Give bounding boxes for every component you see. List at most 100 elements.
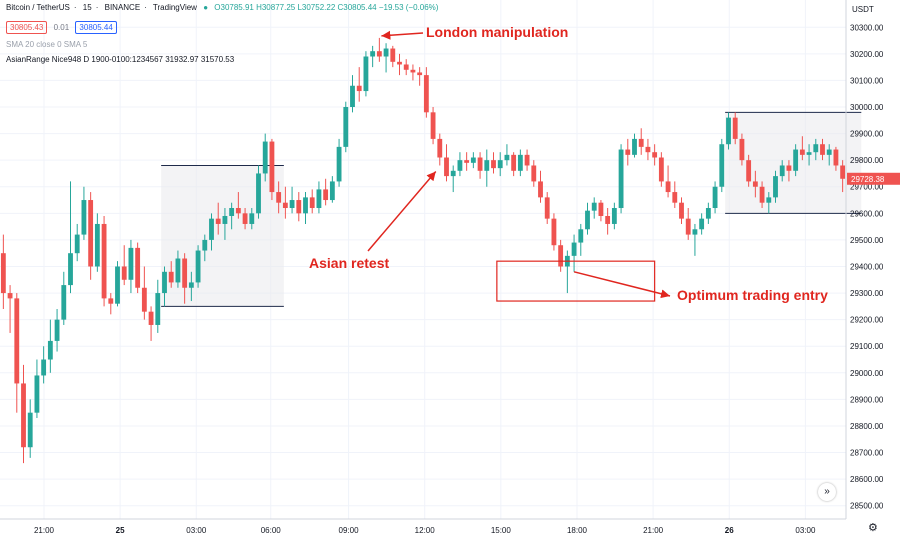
candle-body xyxy=(833,149,839,166)
candle-body xyxy=(336,146,342,182)
price-tick-label: 28500.00 xyxy=(850,502,884,511)
candle-body xyxy=(350,85,355,108)
candle-body xyxy=(712,186,718,209)
time-tick-label: 09:00 xyxy=(339,526,360,535)
candle-body xyxy=(390,48,396,62)
candle-body xyxy=(397,61,402,65)
candle-body xyxy=(262,141,268,174)
price-tick-label: 30000.00 xyxy=(850,103,884,112)
candle-body xyxy=(437,138,443,158)
candle-body xyxy=(195,250,201,283)
source: TradingView xyxy=(152,3,197,12)
candle-body xyxy=(229,208,235,216)
candle-body xyxy=(840,165,846,179)
price-tick-label: 29500.00 xyxy=(850,236,884,245)
symbol-name[interactable]: Bitcoin / TetherUS xyxy=(6,3,70,12)
candle-body xyxy=(202,239,208,251)
candle-body xyxy=(497,160,503,169)
candle-body xyxy=(484,160,490,171)
candle-body xyxy=(296,200,302,214)
candle-body xyxy=(410,69,416,73)
sell-price-button[interactable]: 30805.43 xyxy=(6,21,48,34)
price-tick-label: 30100.00 xyxy=(850,76,884,85)
candle-body xyxy=(632,138,637,155)
price-tick-label: 28700.00 xyxy=(850,449,884,458)
range-boxes xyxy=(161,111,862,307)
candle-body xyxy=(376,51,382,57)
candle-body xyxy=(68,253,73,286)
candle-body xyxy=(115,266,120,304)
candle-body xyxy=(746,160,752,182)
candle-body xyxy=(524,154,530,166)
candle-body xyxy=(242,213,248,224)
candle-body xyxy=(61,285,67,320)
candle-body xyxy=(773,176,778,198)
price-tick-label: 28900.00 xyxy=(850,395,884,404)
candle-body xyxy=(799,149,805,155)
candle-body xyxy=(81,200,87,235)
candle-body xyxy=(323,189,329,201)
price-tick-label: 30200.00 xyxy=(850,50,884,59)
ohlc-values: O30785.91 H30877.25 L30752.22 C30805.44 … xyxy=(214,3,439,12)
scroll-to-realtime-button[interactable]: » xyxy=(818,483,836,501)
candle-body xyxy=(504,154,510,161)
price-tick-label: 29200.00 xyxy=(850,316,884,325)
price-tick-label: 29900.00 xyxy=(850,130,884,139)
candle-body xyxy=(759,186,765,203)
candle-body xyxy=(491,160,496,169)
indicator-sma[interactable]: SMA 20 close 0 SMA 5 xyxy=(6,40,88,49)
time-tick-label: 12:00 xyxy=(415,526,436,535)
candle-body xyxy=(726,117,731,145)
time-tick-label: 06:00 xyxy=(261,526,282,535)
candle-body xyxy=(175,258,181,283)
price-tick-label: 28600.00 xyxy=(850,475,884,484)
candle-body xyxy=(652,152,658,158)
candle-body xyxy=(618,149,624,209)
entry-zone-box xyxy=(496,260,656,302)
candle-body xyxy=(209,218,214,240)
candle-body xyxy=(444,157,449,177)
candle-body xyxy=(356,85,362,92)
candle-body xyxy=(108,298,114,304)
candle-body xyxy=(591,202,597,211)
time-tick-label: 03:00 xyxy=(186,526,207,535)
candle-body xyxy=(282,202,288,209)
indicator-asian-range[interactable]: AsianRange Nice948 D 1900-0100:1234567 3… xyxy=(6,55,235,64)
candle-body xyxy=(289,200,295,209)
candle-body xyxy=(826,149,832,155)
candle-body xyxy=(820,144,825,155)
candle-body xyxy=(732,117,738,139)
candle-body xyxy=(605,215,611,224)
time-tick-label: 03:00 xyxy=(795,526,816,535)
optimum-entry-label: Optimum trading entry xyxy=(677,287,828,303)
candle-body xyxy=(558,245,564,267)
interval[interactable]: 15 xyxy=(82,3,92,12)
asian-retest-arrow xyxy=(367,170,437,252)
candle-body xyxy=(403,64,409,70)
current-price-label: 29728.38 xyxy=(851,175,885,184)
candle-body xyxy=(14,298,20,384)
asian-range-box xyxy=(161,165,284,307)
candle-body xyxy=(135,247,141,288)
candle-body xyxy=(705,208,711,219)
symbol-header: Bitcoin / TetherUS · 15 · BINANCE · Trading… xyxy=(6,3,439,12)
candle-body xyxy=(74,234,80,254)
settings-icon[interactable]: ⚙ xyxy=(868,522,878,534)
buy-price-button[interactable]: 30805.44 xyxy=(75,21,117,34)
candle-body xyxy=(34,375,40,413)
candle-body xyxy=(383,48,389,57)
candle-body xyxy=(269,141,275,193)
candle-body xyxy=(27,412,33,448)
current-price-badge xyxy=(847,172,900,185)
candle-body xyxy=(276,192,282,203)
candle-body xyxy=(578,229,584,243)
candle-body xyxy=(672,192,678,203)
candle-body xyxy=(249,213,255,224)
candle-body xyxy=(215,218,221,224)
price-tick-label: 29300.00 xyxy=(850,289,884,298)
candle-body xyxy=(813,144,819,153)
candle-body xyxy=(0,253,6,294)
candle-body xyxy=(685,218,691,235)
london-manipulation-arrow xyxy=(381,30,424,40)
